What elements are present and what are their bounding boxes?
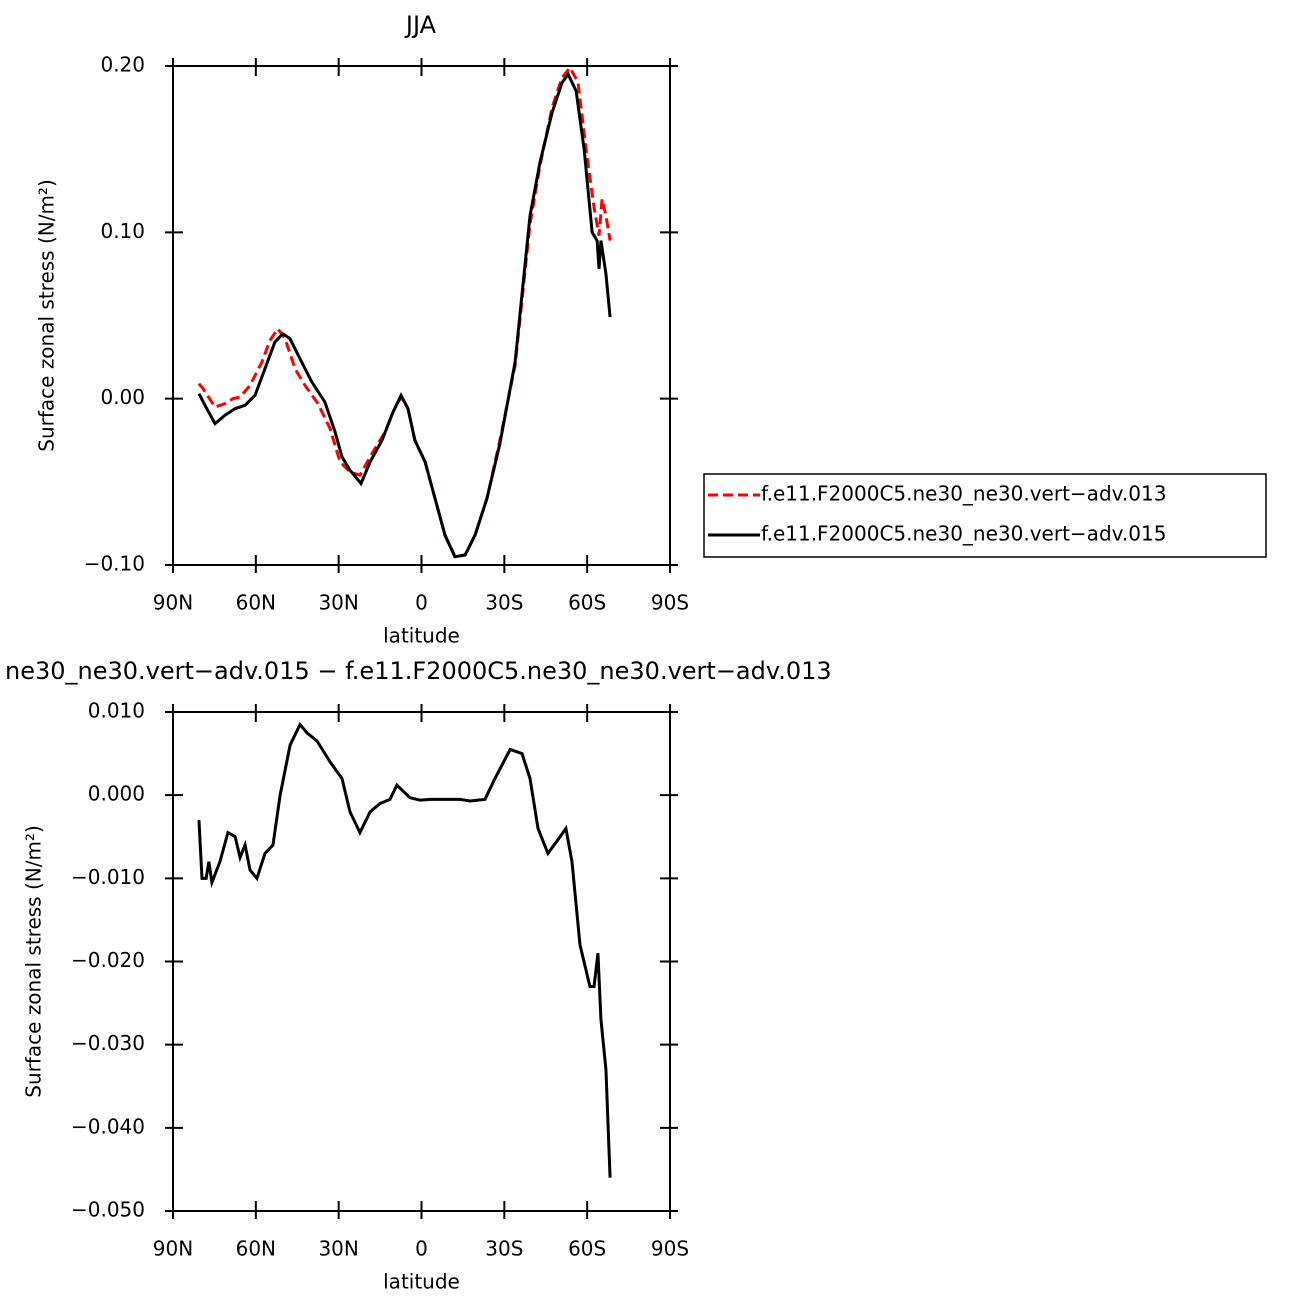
x-tick-label: 60S xyxy=(568,1237,606,1261)
y-tick-label: −0.010 xyxy=(71,865,145,889)
x-tick-label: 30N xyxy=(318,1237,358,1261)
x-tick-label: 0 xyxy=(415,1237,428,1261)
y-tick-label: 0.10 xyxy=(100,219,145,243)
y-tick-label: 0.20 xyxy=(100,53,145,77)
plot-frame xyxy=(172,711,671,1212)
x-tick-label: 90S xyxy=(651,591,689,615)
y-axis-label: Surface zonal stress (N/m²) xyxy=(22,825,46,1097)
x-tick-label: 60N xyxy=(236,591,276,615)
y-tick-label: −0.10 xyxy=(84,552,145,576)
x-axis-label: latitude xyxy=(383,624,460,648)
x-tick-label: 30S xyxy=(485,591,523,615)
chart-title: ne30_ne30.vert−adv.015 − f.e11.F2000C5.n… xyxy=(5,657,832,685)
y-tick-label: −0.040 xyxy=(71,1114,145,1138)
y-tick-label: 0.010 xyxy=(88,699,145,723)
legend-box xyxy=(703,473,1267,558)
data-line xyxy=(197,71,612,559)
y-tick-label: −0.020 xyxy=(71,948,145,972)
y-tick-label: −0.050 xyxy=(71,1198,145,1222)
y-axis-label: Surface zonal stress (N/m²) xyxy=(35,179,59,451)
plot-frame xyxy=(172,65,671,566)
x-tick-label: 30S xyxy=(485,1237,523,1261)
x-tick-label: 90N xyxy=(153,591,193,615)
x-tick-label: 0 xyxy=(415,591,428,615)
y-tick-label: 0.000 xyxy=(88,782,145,806)
data-line xyxy=(197,64,612,559)
x-tick-label: 30N xyxy=(318,591,358,615)
y-tick-label: −0.030 xyxy=(71,1031,145,1055)
data-line xyxy=(197,721,612,1178)
x-axis-label: latitude xyxy=(383,1270,460,1294)
y-tick-label: 0.00 xyxy=(100,385,145,409)
legend-label: f.e11.F2000C5.ne30_ne30.vert−adv.013 xyxy=(761,482,1166,506)
chart-title: JJA xyxy=(404,11,437,39)
x-tick-label: 90N xyxy=(153,1237,193,1261)
legend-label: f.e11.F2000C5.ne30_ne30.vert−adv.015 xyxy=(761,522,1166,546)
x-tick-label: 90S xyxy=(651,1237,689,1261)
x-tick-label: 60S xyxy=(568,591,606,615)
x-tick-label: 60N xyxy=(236,1237,276,1261)
